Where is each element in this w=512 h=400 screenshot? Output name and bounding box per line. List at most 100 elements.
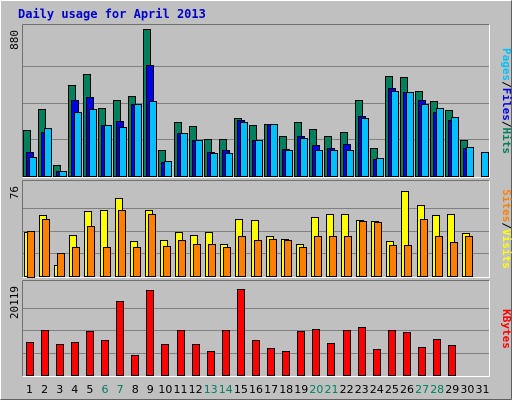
bar-pages-day-22: [346, 150, 354, 177]
bar-sites-day-30: [465, 236, 473, 277]
bar-pages-day-27: [421, 104, 429, 177]
bar-pages-day-6: [104, 125, 112, 177]
bar-pages-day-15: [240, 122, 248, 177]
legend-kbytes: KBytes: [500, 309, 512, 349]
day-label-31: 31: [476, 383, 490, 396]
bar-kbytes-day-17: [267, 348, 275, 376]
day-label-21: 21: [325, 383, 339, 396]
bar-sites-day-29: [450, 242, 458, 277]
day-label-14: 14: [219, 383, 233, 396]
bar-kbytes-day-1: [26, 342, 34, 376]
bar-pages-day-17: [270, 124, 278, 177]
day-label-4: 4: [71, 383, 78, 396]
bar-pages-day-26: [406, 92, 414, 177]
bar-sites-day-23: [359, 221, 367, 277]
bar-kbytes-day-7: [116, 301, 124, 376]
bar-pages-day-24: [376, 158, 384, 177]
day-label-3: 3: [56, 383, 63, 396]
bar-sites-day-7: [118, 210, 126, 277]
bar-pages-day-4: [74, 112, 82, 177]
legend-item-kbytes: KBytes: [500, 309, 512, 349]
bar-sites-day-22: [344, 236, 352, 277]
bar-kbytes-day-12: [192, 344, 200, 376]
bar-sites-day-3: [57, 253, 65, 277]
bar-pages-day-12: [195, 140, 203, 177]
bar-pages-day-3: [59, 171, 67, 177]
day-label-9: 9: [147, 383, 154, 396]
legend-item-pages: Pages: [500, 48, 512, 81]
bar-sites-day-12: [193, 244, 201, 277]
day-label-2: 2: [41, 383, 48, 396]
bar-kbytes-day-19: [297, 331, 305, 376]
bar-sites-day-24: [374, 222, 382, 277]
bar-pages-day-10: [164, 161, 172, 177]
bar-kbytes-day-10: [161, 344, 169, 376]
legend-separator: /: [500, 121, 512, 128]
bar-pages-day-7: [119, 127, 127, 177]
bar-pages-day-21: [330, 150, 338, 177]
bar-sites-day-2: [42, 219, 50, 277]
bar-sites-day-4: [72, 247, 80, 277]
day-label-16: 16: [249, 383, 263, 396]
bar-pages-day-9: [149, 101, 157, 177]
bar-kbytes-day-27: [418, 347, 426, 376]
bar-kbytes-day-9: [146, 290, 154, 376]
bar-sites-day-26: [404, 245, 412, 277]
day-label-1: 1: [26, 383, 33, 396]
bar-kbytes-day-28: [433, 339, 441, 376]
bar-pages-day-19: [300, 138, 308, 177]
bar-pages-day-28: [436, 108, 444, 177]
legend-visits-sites: Sites/Visits: [500, 189, 512, 269]
bar-pages-day-20: [315, 150, 323, 177]
bar-sites-day-25: [389, 245, 397, 277]
bar-sites-day-28: [435, 236, 443, 277]
bar-kbytes-day-8: [131, 355, 139, 376]
bar-sites-day-21: [329, 236, 337, 277]
bar-pages-day-31: [481, 152, 489, 177]
day-label-23: 23: [355, 383, 369, 396]
day-label-25: 25: [385, 383, 399, 396]
bar-pages-day-16: [255, 140, 263, 177]
bar-sites-day-9: [148, 214, 156, 277]
bar-pages-day-23: [361, 118, 369, 177]
day-label-17: 17: [264, 383, 278, 396]
y-max-label-hits-files-pages: 880: [8, 30, 21, 50]
day-label-20: 20: [309, 383, 323, 396]
bar-kbytes-day-13: [207, 351, 215, 376]
bar-pages-day-25: [391, 91, 399, 177]
bar-kbytes-day-18: [282, 351, 290, 376]
bar-pages-day-30: [466, 147, 474, 177]
day-label-26: 26: [400, 383, 414, 396]
bar-kbytes-day-15: [237, 289, 245, 376]
bar-pages-day-29: [451, 117, 459, 177]
bar-sites-day-27: [420, 219, 428, 277]
bar-sites-day-8: [133, 247, 141, 277]
legend-separator: /: [500, 81, 512, 88]
day-label-11: 11: [174, 383, 188, 396]
day-label-19: 19: [294, 383, 308, 396]
bar-sites-day-19: [299, 247, 307, 277]
legend-hits-files-pages: Pages/Files/Hits: [500, 48, 512, 154]
bar-sites-day-20: [314, 236, 322, 277]
bar-kbytes-day-20: [312, 329, 320, 376]
bar-kbytes-day-22: [343, 330, 351, 376]
chart-title: Daily usage for April 2013: [18, 7, 206, 21]
bar-kbytes-day-23: [358, 327, 366, 376]
bar-pages-day-11: [180, 133, 188, 177]
bar-kbytes-day-16: [252, 340, 260, 376]
bar-sites-day-5: [87, 226, 95, 277]
legend-separator: /: [500, 222, 512, 229]
bar-sites-day-13: [208, 244, 216, 277]
legend-item-visits: Visits: [500, 229, 512, 269]
legend-item-files: Files: [500, 88, 512, 121]
bar-kbytes-day-24: [373, 349, 381, 376]
bar-pages-day-14: [225, 153, 233, 177]
day-label-29: 29: [445, 383, 459, 396]
bar-pages-day-5: [89, 109, 97, 177]
y-max-label-visits-sites: 76: [8, 186, 21, 199]
bar-sites-day-14: [223, 247, 231, 277]
bar-kbytes-day-21: [327, 343, 335, 376]
bar-kbytes-day-3: [56, 344, 64, 376]
day-label-6: 6: [102, 383, 109, 396]
